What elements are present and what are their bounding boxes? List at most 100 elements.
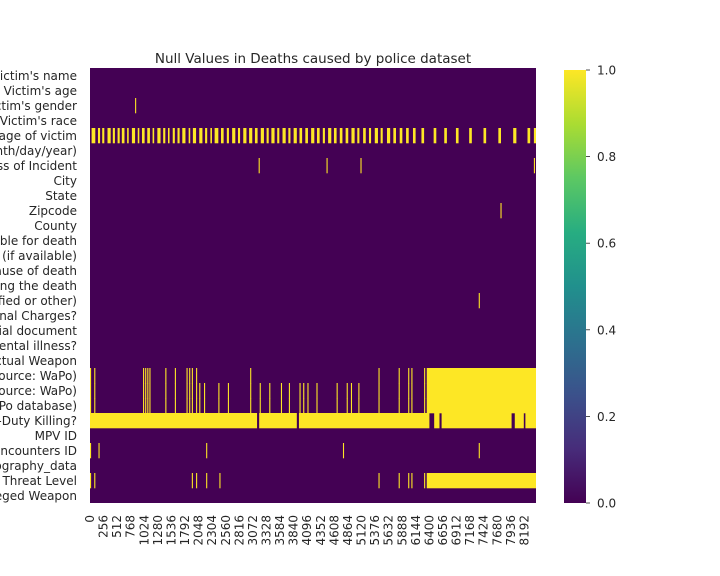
- null-cell: [167, 128, 170, 144]
- null-cell: [250, 398, 252, 414]
- null-cell: [260, 128, 264, 144]
- null-cell: [218, 398, 220, 414]
- null-cell: [398, 368, 400, 384]
- null-cell: [135, 98, 137, 114]
- null-cell: [282, 128, 286, 144]
- x-tick-label: 4096: [300, 515, 314, 546]
- y-tick-label: Victim's age: [4, 84, 77, 98]
- null-cell: [237, 128, 241, 144]
- null-cell: [303, 398, 305, 414]
- null-cell: [311, 128, 315, 144]
- null-cell: [288, 398, 290, 414]
- null-cell: [107, 128, 111, 144]
- null-cell: [316, 398, 318, 414]
- null-cell: [307, 398, 309, 414]
- null-cell: [307, 383, 309, 399]
- null-cell: [145, 368, 147, 384]
- null-cell: [214, 128, 219, 144]
- null-cell: [147, 398, 149, 414]
- null-cell: [398, 383, 400, 399]
- null-cell: [90, 413, 258, 429]
- null-cell: [336, 383, 338, 399]
- x-tick-label: 1536: [164, 515, 178, 546]
- null-cell: [149, 398, 151, 414]
- null-cell: [163, 128, 166, 144]
- null-cell: [350, 383, 353, 399]
- x-tick-label: 7424: [477, 515, 491, 546]
- null-cell: [424, 383, 426, 399]
- null-cell: [189, 398, 191, 414]
- null-cell: [360, 158, 362, 174]
- null-cell: [350, 398, 353, 414]
- null-cell: [117, 128, 120, 144]
- null-cell: [533, 158, 535, 174]
- null-cell: [259, 383, 261, 399]
- null-cell: [411, 473, 413, 489]
- null-cell: [433, 128, 437, 144]
- null-cell: [299, 398, 301, 414]
- null-cell: [271, 128, 275, 144]
- null-cell: [424, 398, 426, 414]
- null-cell: [441, 413, 512, 429]
- null-cell: [157, 128, 161, 144]
- null-cell: [172, 128, 175, 144]
- null-cell: [424, 473, 426, 489]
- x-tick-label: 7680: [490, 515, 504, 546]
- null-cell: [199, 383, 201, 399]
- y-tick-label: Alleged Weapon: [0, 489, 77, 503]
- chart-title: Null Values in Deaths caused by police d…: [155, 51, 471, 67]
- null-cell: [196, 398, 198, 414]
- x-tick-label: 6144: [409, 515, 423, 546]
- null-cell: [525, 413, 536, 429]
- null-cell: [345, 128, 349, 144]
- null-cell: [249, 128, 253, 144]
- x-tick-label: 3328: [259, 515, 273, 546]
- null-cell: [426, 473, 536, 489]
- x-tick-label: 3584: [273, 515, 287, 546]
- null-cell: [269, 398, 271, 414]
- null-cell: [269, 383, 271, 399]
- colorbar-tick-label: 0.2: [597, 410, 616, 424]
- null-cell: [378, 398, 380, 414]
- null-cell: [220, 128, 224, 144]
- colorbar-tick-label: 0.8: [597, 150, 616, 164]
- null-cell: [165, 368, 167, 384]
- null-cell: [174, 368, 176, 384]
- y-tick-label: Armed/Unarmed Status / Actual Weapon: [0, 354, 77, 368]
- null-cell: [210, 128, 212, 144]
- null-cell: [143, 383, 145, 399]
- y-tick-label: Link to news article or photo of officia…: [0, 324, 77, 338]
- null-cell: [277, 128, 280, 144]
- null-cell: [398, 398, 400, 414]
- null-cell: [141, 128, 145, 144]
- null-cell: [513, 128, 517, 144]
- null-cell: [426, 383, 536, 399]
- null-cell: [152, 128, 155, 144]
- heatmap-area: [90, 68, 536, 503]
- null-cell: [232, 128, 236, 144]
- null-cell: [199, 128, 203, 144]
- null-cell: [514, 413, 524, 429]
- null-cell: [102, 128, 105, 144]
- null-cell: [177, 128, 180, 144]
- null-cell: [191, 473, 193, 489]
- null-cell: [90, 368, 92, 384]
- null-cell: [299, 383, 301, 399]
- y-tick-label: URL of image of victim: [0, 129, 77, 143]
- x-tick-label: 2048: [192, 515, 206, 546]
- null-cell: [303, 383, 305, 399]
- y-tick-label: Symptoms of mental illness?: [0, 339, 77, 353]
- y-tick-label: Victim's gender: [0, 99, 77, 113]
- null-cell: [90, 443, 92, 459]
- colorbar-tick-label: 0.4: [597, 323, 616, 337]
- null-cell: [336, 398, 338, 414]
- null-cell: [398, 473, 400, 489]
- null-cell: [412, 128, 416, 144]
- null-cell: [186, 368, 188, 384]
- null-cell: [91, 128, 96, 144]
- x-tick-label: 7168: [463, 515, 477, 546]
- x-tick-label: 5888: [395, 515, 409, 546]
- x-tick-label: 1792: [178, 515, 192, 546]
- null-cell: [411, 368, 413, 384]
- y-tick-label: Criminal Charges?: [0, 309, 77, 323]
